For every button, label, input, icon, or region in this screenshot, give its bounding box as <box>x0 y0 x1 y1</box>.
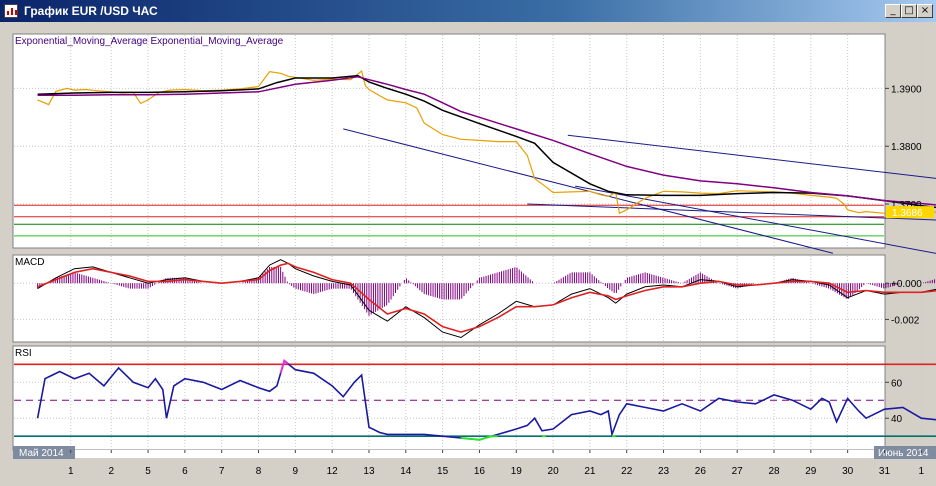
x-tick-label: 19 <box>511 466 523 477</box>
rsi-panel-title: RSI <box>15 348 32 359</box>
x-tick-label: 9 <box>293 466 299 477</box>
month-start-badge <box>13 446 75 459</box>
rsi-highlights <box>279 358 616 441</box>
x-tick-label: 6 <box>182 466 188 477</box>
x-tick-label: 7 <box>219 466 225 477</box>
month-end-badge <box>874 446 936 459</box>
month-start-label: Май 2014 <box>19 448 64 459</box>
overbought-segment <box>279 358 289 374</box>
x-tick-label: 5 <box>145 466 151 477</box>
rsi-line <box>36 359 936 441</box>
current-price-tag <box>886 206 934 219</box>
x-tick-label: 21 <box>584 466 596 477</box>
close-button[interactable]: × <box>917 4 933 18</box>
x-axis-strip <box>13 450 885 458</box>
y-tick-label: 60 <box>891 378 903 389</box>
y-tick-label: 1.3800 <box>891 142 922 153</box>
x-tick-label: 28 <box>768 466 780 477</box>
x-tick-labels: 1 2 5 6 7 8 9 12 13 14 15 16 19 20 21 22 23 26 27 28 29 30 31 1 <box>68 450 924 477</box>
chart-app-icon <box>4 4 18 18</box>
y-tick-label: +0.000 <box>891 279 922 290</box>
rsi-series <box>36 359 936 441</box>
macd-panel[interactable]: +0.000 -0.002 MACD <box>12 254 936 343</box>
chart-area[interactable]: 1.3900 1.3800 1.3700 Exponential_Moving_Av… <box>0 22 936 486</box>
x-tick-label: 12 <box>327 466 339 477</box>
price-panel[interactable]: 1.3900 1.3800 1.3700 Exponential_Moving_Av… <box>12 33 936 256</box>
rsi-levels <box>14 363 936 437</box>
x-tick-label: 14 <box>400 466 412 477</box>
x-tick-label: 30 <box>842 466 854 477</box>
y-tick-label: 1.3700 <box>891 200 922 211</box>
price-panel-title: Exponential_Moving_Average Exponential_M… <box>15 36 284 47</box>
x-tick-label: 29 <box>805 466 817 477</box>
trend-line <box>575 185 936 254</box>
rsi-panel[interactable]: 60 40 RSI <box>12 345 936 451</box>
x-tick-label: 1 <box>68 466 74 477</box>
x-tick-label: 1 <box>918 466 924 477</box>
y-tick-label: 1.3900 <box>891 84 922 95</box>
x-tick-label: 8 <box>256 466 262 477</box>
oversold-segment <box>460 435 498 441</box>
x-tick-label: 15 <box>437 466 449 477</box>
window-title: График EUR /USD ЧАС <box>24 4 158 18</box>
x-tick-label: 16 <box>474 466 486 477</box>
ema-fast-line <box>37 74 936 209</box>
x-tick-label: 23 <box>658 466 670 477</box>
price-panel-background <box>12 33 886 249</box>
minimize-button[interactable]: _ <box>885 4 901 18</box>
month-end-label: Июнь 2014 <box>878 448 929 459</box>
current-price-label: 1.3686 <box>892 208 923 219</box>
macd-series <box>37 259 936 339</box>
macd-panel-title: MACD <box>15 257 44 268</box>
rsi-grid <box>14 347 922 449</box>
window-titlebar[interactable]: График EUR /USD ЧАС _ □ × <box>0 0 936 22</box>
x-tick-label: 26 <box>695 466 707 477</box>
x-tick-label: 13 <box>363 466 375 477</box>
signal-line <box>37 262 936 333</box>
x-tick-label: 2 <box>108 466 114 477</box>
rsi-y-axis: 60 40 <box>885 378 903 425</box>
ema-slow-line <box>37 76 936 206</box>
x-tick-label: 20 <box>548 466 560 477</box>
maximize-button[interactable]: □ <box>901 4 917 18</box>
price-y-axis: 1.3900 1.3800 1.3700 <box>885 84 922 211</box>
macd-y-axis: +0.000 -0.002 <box>885 279 922 326</box>
x-axis: Май 2014 Июнь 2014 1 2 5 6 7 8 9 12 13 14 15 16 19 20… <box>13 446 936 477</box>
x-tick-label: 31 <box>879 466 891 477</box>
y-tick-label: 40 <box>891 414 903 425</box>
x-tick-label: 27 <box>732 466 744 477</box>
trend-line <box>567 134 936 179</box>
y-tick-label: -0.002 <box>891 315 920 326</box>
x-tick-label: 22 <box>621 466 633 477</box>
trend-line <box>527 203 936 221</box>
rsi-panel-background <box>12 345 886 451</box>
